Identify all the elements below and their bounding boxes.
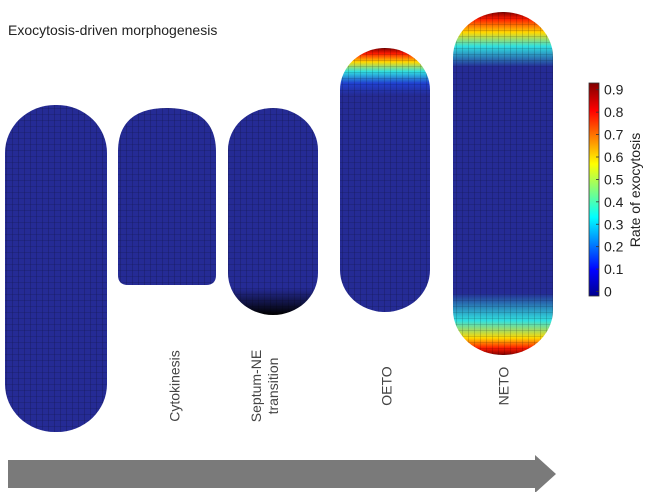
stage-label: NETO — [496, 367, 512, 406]
colorbar-tick-label: 0.1 — [604, 261, 624, 277]
colorbar-tick-label: 0 — [604, 284, 612, 300]
colorbar-tick-label: 0.6 — [604, 149, 624, 165]
colorbar-tick-label: 0.8 — [604, 104, 624, 120]
cell-3 — [228, 108, 318, 315]
colorbar — [589, 83, 599, 296]
stage-label: Cytokinesis — [167, 350, 183, 422]
colorbar-tick-label: 0.3 — [604, 216, 624, 232]
figure: Exocytosis-driven morphogenesis 00.10.20… — [0, 0, 650, 492]
colorbar-tick-label: 0.2 — [604, 239, 624, 255]
colorbar-label: Rate of exocytosis — [627, 133, 643, 247]
cell-2 — [118, 108, 216, 285]
stage-label: Septum-NE — [248, 350, 264, 422]
colorbar-tick-label: 0.7 — [604, 127, 624, 143]
cell-5 — [453, 12, 553, 355]
colorbar-tick-label: 0.5 — [604, 171, 624, 187]
progress-arrow — [8, 455, 556, 492]
colorbar-ticks: 0 0.1 0.2 0.3 0.4 0.5 0.6 0.7 0.8 0.9 — [596, 82, 624, 300]
cell-1 — [5, 105, 107, 432]
colorbar-tick-label: 0.4 — [604, 194, 624, 210]
stage-label: OETO — [379, 366, 395, 406]
cell-4 — [340, 48, 430, 312]
colorbar-tick-label: 0.9 — [604, 82, 624, 98]
title: Exocytosis-driven morphogenesis — [8, 22, 217, 38]
stage-label: transition — [265, 358, 281, 415]
